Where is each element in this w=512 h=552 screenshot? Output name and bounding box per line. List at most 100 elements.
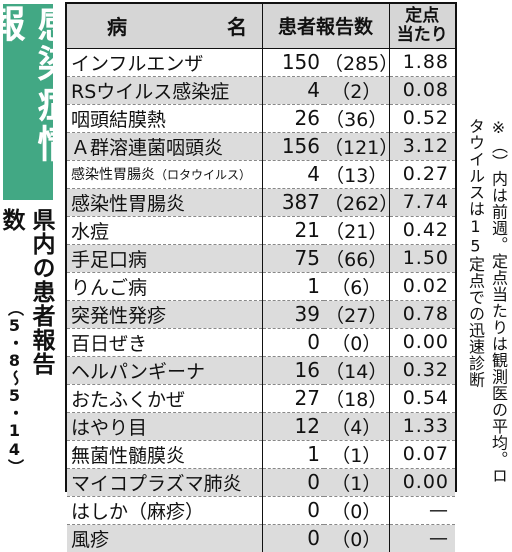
disease-name-note: （ロタウイルス） bbox=[155, 168, 252, 182]
table-row: ヘルパンギーナ 16 （14） 0.32 bbox=[67, 355, 456, 384]
previous-count: （121） bbox=[324, 131, 390, 160]
disease-name: はやり目 bbox=[71, 416, 148, 439]
per-point-value: 0.00 bbox=[389, 467, 456, 496]
current-count: 0 bbox=[262, 495, 324, 524]
table-row: 風疹 0 （0） — bbox=[67, 523, 456, 552]
table-row: 感染性胃腸炎（ロタウイルス） 4 （13） 0.27 bbox=[67, 159, 456, 188]
disease-name: 風疹 bbox=[71, 528, 110, 551]
current-count: 1 bbox=[262, 271, 324, 300]
current-count: 387 bbox=[262, 187, 324, 216]
current-count: 21 bbox=[262, 215, 324, 244]
table-row: 咽頭結膜熱 26 （36） 0.52 bbox=[67, 103, 456, 132]
disease-name-cell: マイコプラズマ肺炎 bbox=[67, 467, 263, 496]
disease-name-cell: Ａ群溶連菌咽頭炎 bbox=[67, 131, 263, 160]
disease-name-cell: 水痘 bbox=[67, 215, 263, 244]
previous-count: （21） bbox=[324, 215, 390, 244]
header-per-point-line1: 定点 bbox=[405, 5, 440, 26]
disease-name: マイコプラズマ肺炎 bbox=[71, 472, 242, 495]
disease-name: 無菌性髄膜炎 bbox=[71, 444, 186, 467]
disease-name: 手足口病 bbox=[71, 248, 148, 271]
previous-count: （36） bbox=[324, 103, 390, 132]
disease-name-cell: 突発性発疹 bbox=[67, 299, 263, 328]
per-point-value: 7.74 bbox=[389, 187, 456, 216]
per-point-value: 0.00 bbox=[389, 327, 456, 356]
previous-count: （18） bbox=[324, 383, 390, 412]
previous-count: （6） bbox=[324, 271, 390, 300]
disease-name: 百日ぜき bbox=[71, 332, 148, 355]
disease-name-cell: 無菌性髄膜炎 bbox=[67, 439, 263, 468]
previous-count: （27） bbox=[324, 299, 390, 328]
current-count: 0 bbox=[262, 523, 324, 552]
current-count: 0 bbox=[262, 327, 324, 356]
disease-name: りんご病 bbox=[71, 276, 148, 299]
disease-name: RSウイルス感染症 bbox=[71, 80, 230, 103]
disease-name: Ａ群溶連菌咽頭炎 bbox=[71, 136, 224, 159]
table-row: はやり目 12 （4） 1.33 bbox=[67, 411, 456, 440]
current-count: 1 bbox=[262, 439, 324, 468]
disease-name-cell: 手足口病 bbox=[67, 243, 263, 272]
disease-name-cell: ヘルパンギーナ bbox=[67, 355, 263, 384]
table-header-row: 病 名 患者報告数 定点 当たり bbox=[67, 4, 456, 49]
previous-count: （66） bbox=[324, 243, 390, 272]
disease-name-cell: 風疹 bbox=[67, 523, 263, 552]
current-count: 75 bbox=[262, 243, 324, 272]
current-count: 27 bbox=[262, 383, 324, 412]
per-point-value: 0.52 bbox=[389, 103, 456, 132]
disease-name-cell: おたふくかぜ bbox=[67, 383, 263, 412]
previous-count: （262） bbox=[324, 187, 390, 216]
previous-count: （4） bbox=[324, 411, 390, 440]
current-count: 0 bbox=[262, 467, 324, 496]
table-row: インフルエンザ 150（285）1.88 bbox=[67, 47, 456, 76]
header-reports: 患者報告数 bbox=[262, 4, 390, 49]
disease-name: 感染性胃腸炎 bbox=[71, 167, 155, 183]
header-per-point: 定点 当たり bbox=[389, 4, 456, 49]
disease-name: はしか（麻疹） bbox=[71, 500, 205, 523]
table-row: はしか（麻疹） 0 （0） — bbox=[67, 495, 456, 524]
table-row: Ａ群溶連菌咽頭炎 156（121）3.12 bbox=[67, 131, 456, 160]
disease-name: 咽頭結膜熱 bbox=[71, 108, 167, 131]
disease-name: 水痘 bbox=[71, 220, 110, 243]
table-row: 水痘 21 （21） 0.42 bbox=[67, 215, 456, 244]
header-per-point-line2: 当たり bbox=[396, 24, 448, 45]
table-row: おたふくかぜ 27 （18） 0.54 bbox=[67, 383, 456, 412]
per-point-value: 0.02 bbox=[389, 271, 456, 300]
table-row: 突発性発疹 39 （27） 0.78 bbox=[67, 299, 456, 328]
previous-count: （0） bbox=[324, 327, 390, 356]
table-row: 無菌性髄膜炎 1 （1） 0.07 bbox=[67, 439, 456, 468]
left-title-band: 感染症情報 県内の患者報告数 （5・8〜5・14） bbox=[0, 0, 75, 494]
disease-name-cell: 咽頭結膜熱 bbox=[67, 103, 263, 132]
per-point-value: — bbox=[389, 523, 456, 552]
previous-count: （285） bbox=[324, 47, 390, 76]
disease-name: おたふくかぜ bbox=[71, 388, 186, 411]
header-disease: 病 名 bbox=[67, 4, 263, 49]
disease-name-cell: りんご病 bbox=[67, 271, 263, 300]
previous-count: （14） bbox=[324, 355, 390, 384]
disease-name-cell: RSウイルス感染症 bbox=[67, 75, 263, 104]
disease-name: ヘルパンギーナ bbox=[71, 360, 205, 383]
disease-name-cell: インフルエンザ bbox=[67, 47, 263, 76]
table-body: インフルエンザ150（285）1.88RSウイルス感染症4（2）0.08咽頭結膜… bbox=[67, 47, 456, 552]
per-point-value: 0.32 bbox=[389, 355, 456, 384]
report-period: （5・8〜5・14） bbox=[5, 300, 24, 475]
table-row: マイコプラズマ肺炎 0 （1） 0.00 bbox=[67, 467, 456, 496]
current-count: 4 bbox=[262, 75, 324, 104]
disease-name-cell: 感染性胃腸炎（ロタウイルス） bbox=[67, 159, 263, 188]
section-title: 感染症情報 bbox=[0, 4, 75, 200]
table-row: 百日ぜき 0 （0） 0.00 bbox=[67, 327, 456, 356]
previous-count: （1） bbox=[324, 467, 390, 496]
table-row: 手足口病 75 （66） 1.50 bbox=[67, 243, 456, 272]
table-row: りんご病 1 （6） 0.02 bbox=[67, 271, 456, 300]
per-point-value: — bbox=[389, 495, 456, 524]
disease-name-cell: 百日ぜき bbox=[67, 327, 263, 356]
previous-count: （1） bbox=[324, 439, 390, 468]
per-point-value: 0.42 bbox=[389, 215, 456, 244]
disease-name-cell: はしか（麻疹） bbox=[67, 495, 263, 524]
disease-name: 突発性発疹 bbox=[71, 304, 167, 327]
per-point-value: 0.54 bbox=[389, 383, 456, 412]
subtitle: 県内の患者報告数 bbox=[0, 208, 54, 376]
current-count: 4 bbox=[262, 159, 324, 188]
previous-count: （2） bbox=[324, 75, 390, 104]
current-count: 26 bbox=[262, 103, 324, 132]
